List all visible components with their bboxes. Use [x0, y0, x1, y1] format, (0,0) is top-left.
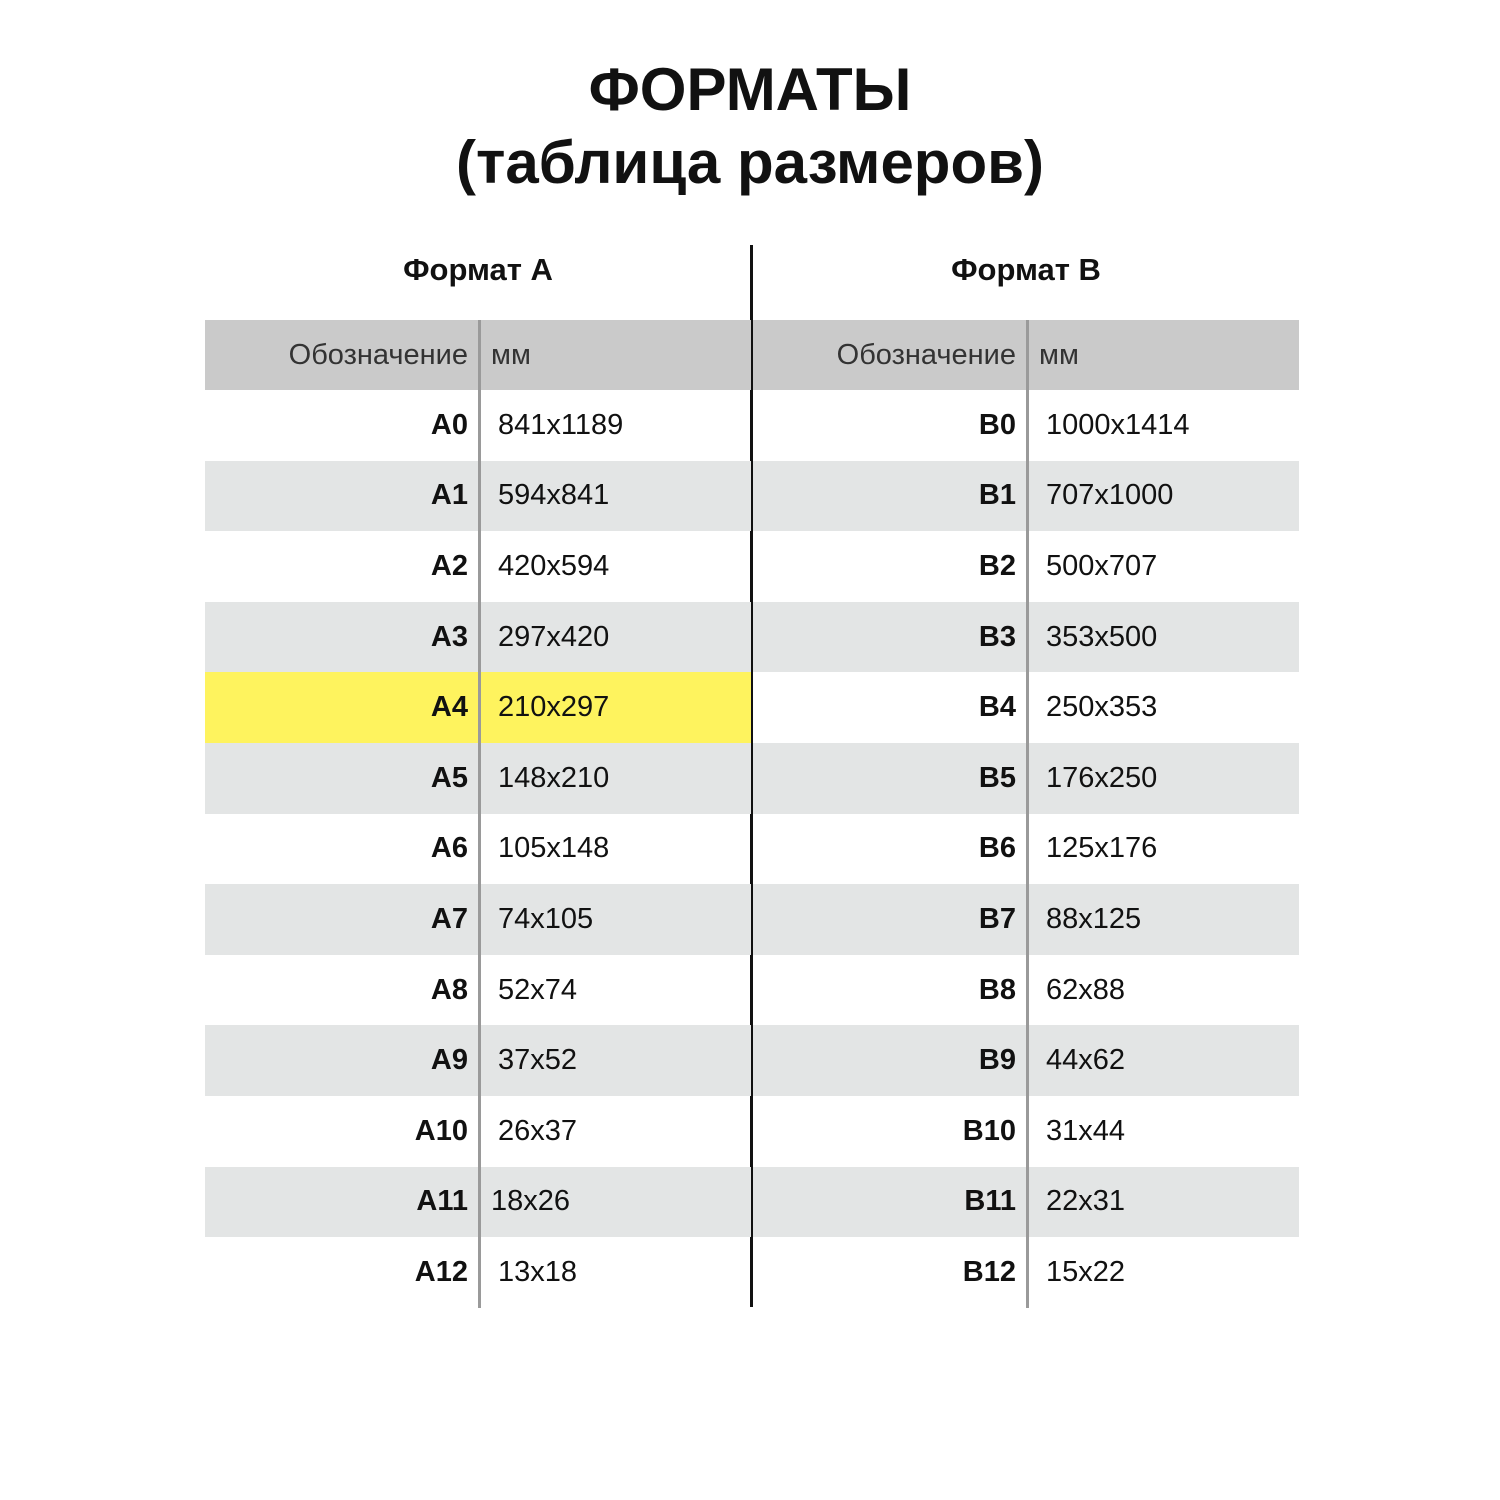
format-size: 1000x1414 [1026, 390, 1299, 461]
format-size: 74x105 [478, 884, 751, 955]
format-size: 841x1189 [478, 390, 751, 461]
table-row: A1 594x841 [205, 460, 751, 532]
format-name: B9 [978, 1044, 1016, 1077]
table-row: A4 210x297 [205, 672, 751, 743]
format-name: B2 [978, 549, 1016, 582]
table-row: A12 13x18 [205, 1237, 751, 1308]
format-size: 125x176 [1026, 813, 1299, 885]
format-size: 52x74 [478, 954, 751, 1026]
format-size: 250x353 [1026, 672, 1299, 743]
format-name: A7 [430, 902, 468, 935]
format-size: 148x210 [478, 742, 751, 814]
table-row: A11 18x26 [205, 1166, 751, 1238]
table-row: A0 841x1189 [205, 390, 751, 461]
format-size: 44x62 [1026, 1025, 1299, 1096]
format-name: A11 [416, 1185, 468, 1218]
format-name: A1 [430, 479, 468, 512]
format-name: B6 [978, 832, 1016, 865]
format-name: A0 [430, 408, 468, 441]
format-name: B8 [978, 973, 1016, 1006]
format-name: A3 [430, 620, 468, 653]
format-name: A5 [430, 761, 468, 794]
format-name: B3 [978, 620, 1016, 653]
format-name: A9 [430, 1044, 468, 1077]
table-row: A9 37x52 [205, 1025, 751, 1096]
format-name: B5 [978, 761, 1016, 794]
table-row: B0 1000x1414 [753, 390, 1299, 461]
format-name: B1 [978, 479, 1016, 512]
format-size: 62x88 [1026, 954, 1299, 1026]
header-mm: мм [478, 320, 751, 390]
format-size: 594x841 [478, 460, 751, 532]
table-row: A3 297x420 [205, 601, 751, 673]
header-designation: Обозначение [288, 338, 468, 371]
table-row: A2 420x594 [205, 531, 751, 602]
format-size: 105x148 [478, 813, 751, 885]
table-row: A5 148x210 [205, 742, 751, 814]
format-size: 297x420 [478, 601, 751, 673]
section-divider [750, 245, 753, 1307]
format-size: 88x125 [1026, 884, 1299, 955]
table-header: Обозначение мм [205, 320, 751, 390]
format-b-heading: Формат В [951, 252, 1101, 287]
table-row: B1 707x1000 [753, 460, 1299, 532]
table-row: B9 44x62 [753, 1025, 1299, 1096]
table-row: B6 125x176 [753, 813, 1299, 885]
format-name: A8 [430, 973, 468, 1006]
table-row: B10 31x44 [753, 1095, 1299, 1167]
format-size: 22x31 [1026, 1166, 1299, 1238]
format-size: 37x52 [478, 1025, 751, 1096]
format-b-table: Обозначение мм B0 1000x1414 B1 707x1000 B2 50… [753, 320, 1299, 1308]
format-name: A6 [430, 832, 468, 865]
table-row: B7 88x125 [753, 884, 1299, 955]
table-row: B11 22x31 [753, 1166, 1299, 1238]
table-row: B4 250x353 [753, 672, 1299, 743]
format-name: A12 [414, 1255, 468, 1288]
table-row: B12 15x22 [753, 1237, 1299, 1308]
format-size: 353x500 [1026, 601, 1299, 673]
format-size: 420x594 [478, 531, 751, 602]
table-row: A7 74x105 [205, 884, 751, 955]
format-size: 707x1000 [1026, 460, 1299, 532]
table-row: B5 176x250 [753, 742, 1299, 814]
format-name: A2 [430, 549, 468, 582]
header-mm: мм [1026, 320, 1299, 390]
header-designation: Обозначение [836, 338, 1016, 371]
table-row: A8 52x74 [205, 954, 751, 1026]
format-a-table: Обозначение мм A0 841x1189 A1 594x841 A2 420x… [205, 320, 751, 1308]
format-size: 500x707 [1026, 531, 1299, 602]
format-size: 13x18 [478, 1237, 751, 1308]
table-row: B2 500x707 [753, 531, 1299, 602]
format-name: B0 [978, 408, 1016, 441]
format-size: 15x22 [1026, 1237, 1299, 1308]
table-header: Обозначение мм [753, 320, 1299, 390]
format-name: B11 [964, 1185, 1016, 1218]
table-row: B8 62x88 [753, 954, 1299, 1026]
format-size: 18x26 [478, 1166, 751, 1238]
format-name: B12 [962, 1255, 1016, 1288]
format-a-heading: Формат А [403, 252, 553, 287]
format-name: A10 [414, 1114, 468, 1147]
table-row: A10 26x37 [205, 1095, 751, 1167]
page-subtitle: (таблица размеров) [456, 129, 1044, 196]
format-size: 26x37 [478, 1095, 751, 1167]
format-name: B10 [962, 1114, 1016, 1147]
format-name: B7 [978, 902, 1016, 935]
format-name: A4 [430, 691, 468, 724]
format-size: 210x297 [478, 672, 751, 743]
format-size: 176x250 [1026, 742, 1299, 814]
page-title: ФОРМАТЫ [588, 56, 912, 123]
table-row: B3 353x500 [753, 601, 1299, 673]
format-name: B4 [978, 691, 1016, 724]
format-size: 31x44 [1026, 1095, 1299, 1167]
table-row: A6 105x148 [205, 813, 751, 885]
